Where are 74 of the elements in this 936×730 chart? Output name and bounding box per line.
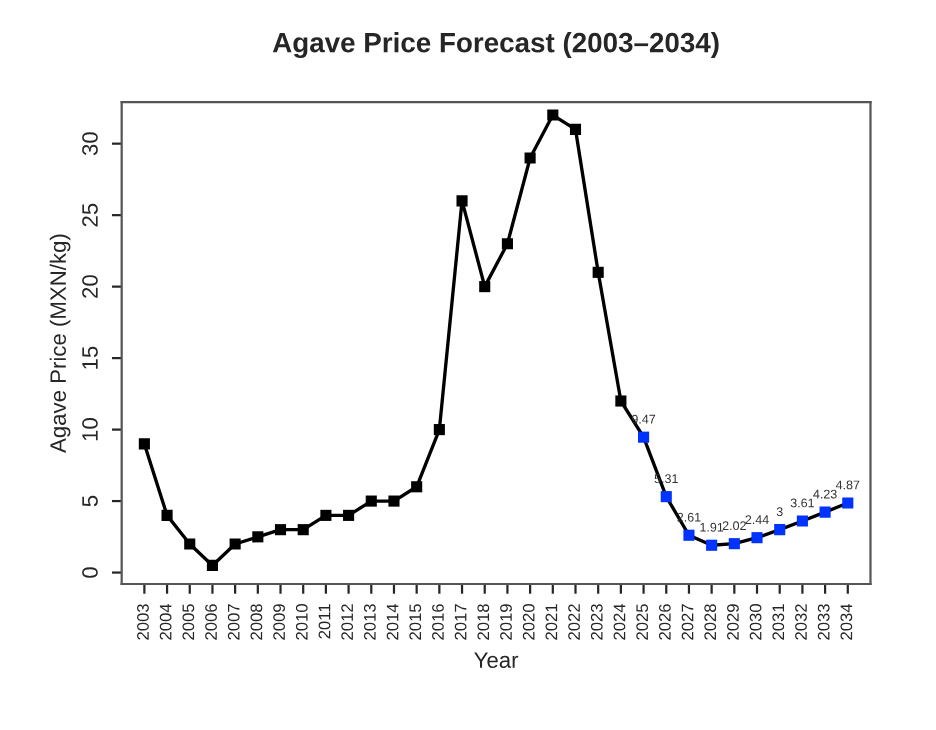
x-tick-label: 2031: [772, 604, 785, 640]
x-tick-label: 2012: [341, 604, 354, 640]
x-tick-label: 2022: [568, 604, 580, 640]
point: [547, 109, 559, 121]
x-tick-label: 2005: [182, 604, 195, 640]
y-tick-label: 20: [82, 275, 98, 298]
x-tick-label: 2026: [658, 604, 671, 640]
y-tick-label: 0: [82, 567, 98, 578]
point: [615, 395, 627, 407]
point: [842, 497, 854, 509]
point: [796, 515, 808, 527]
point: [388, 495, 400, 507]
point: [569, 123, 582, 135]
point: [456, 195, 468, 207]
x-tick-label: 2018: [477, 604, 490, 640]
point: [433, 424, 445, 436]
x-tick-label: 2010: [295, 604, 308, 640]
x-tick-label: 2024: [613, 603, 626, 640]
point: [229, 538, 241, 550]
x-tick-label: 2011: [318, 604, 331, 639]
x-tick-label: 2014: [386, 603, 399, 640]
point: [411, 481, 423, 493]
x-tick-label: 2032: [795, 604, 807, 640]
y-tick-label: 10: [82, 418, 98, 441]
point: [365, 495, 377, 507]
point: [479, 281, 491, 293]
x-tick-label: 2027: [681, 604, 694, 640]
x-tick-label: 2009: [273, 604, 285, 640]
y-axis-title: Agave Price (MXN/kg): [49, 234, 71, 453]
x-tick-label: 2006: [205, 604, 217, 640]
x-tick-label: 2020: [522, 604, 535, 640]
point: [320, 509, 332, 521]
x-tick-label: 2004: [159, 603, 172, 640]
x-tick-label: 2030: [749, 604, 762, 640]
x-tick-label: 2003: [137, 604, 149, 640]
point: [297, 524, 309, 536]
x-axis-title: Year: [474, 652, 519, 668]
point: [774, 524, 786, 536]
chart-title: Agave Price Forecast (2003–2034): [272, 32, 719, 59]
x-tick-label: 2029: [727, 604, 739, 640]
point: [683, 529, 695, 541]
y-tick-label: 25: [82, 203, 98, 227]
x-tick-label: 2019: [500, 604, 512, 640]
point: [524, 152, 536, 164]
point: [706, 539, 718, 551]
point: [206, 559, 218, 571]
y-tick-label: 15: [82, 346, 98, 369]
point: [592, 266, 604, 278]
point: [161, 509, 173, 521]
point: [501, 238, 513, 250]
x-tick-label: 2021: [545, 604, 558, 640]
point: [343, 509, 355, 521]
x-tick-label: 2008: [250, 604, 263, 640]
x-tick-label: 2028: [704, 604, 717, 640]
point: [274, 524, 287, 536]
x-tick-label: 2023: [590, 604, 603, 640]
x-tick-label: 2016: [432, 604, 444, 640]
x-tick-label: 2015: [409, 604, 422, 640]
point: [638, 431, 650, 443]
point: [751, 532, 763, 544]
point: [819, 506, 831, 518]
point: [184, 538, 196, 550]
point: [728, 538, 740, 550]
x-tick-label: 2034: [840, 603, 853, 640]
x-tick-label: 2025: [636, 604, 649, 640]
point: [252, 531, 264, 543]
x-tick-label: 2007: [227, 604, 240, 640]
x-tick-label: 2017: [454, 604, 467, 640]
x-tick-label: 2033: [817, 604, 830, 640]
point: [660, 491, 672, 503]
y-tick-label: 30: [82, 132, 98, 156]
x-tick-label: 2013: [363, 604, 376, 640]
point: [138, 438, 150, 450]
y-tick-label: 5: [82, 495, 98, 507]
